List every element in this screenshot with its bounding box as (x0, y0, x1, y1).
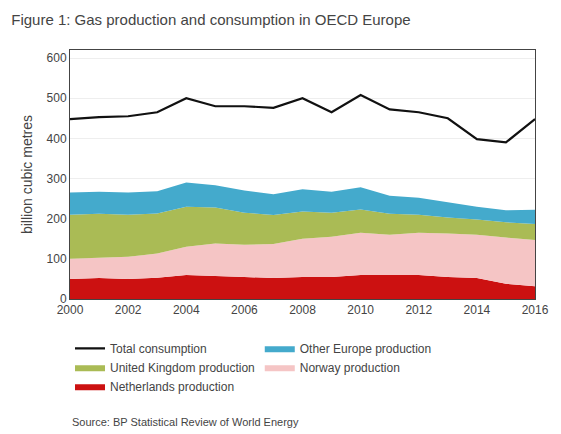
svg-text:100: 100 (47, 252, 67, 266)
svg-text:Source: BP Statistical Review: Source: BP Statistical Review of World E… (72, 416, 299, 428)
svg-text:Total consumption: Total consumption (110, 342, 207, 356)
svg-text:2006: 2006 (231, 303, 258, 317)
svg-text:400: 400 (47, 132, 67, 146)
svg-text:0: 0 (60, 292, 67, 306)
svg-text:Netherlands production: Netherlands production (110, 380, 234, 394)
svg-text:Other Europe production: Other Europe production (300, 342, 431, 356)
svg-text:600: 600 (47, 51, 67, 65)
svg-text:300: 300 (47, 172, 67, 186)
svg-text:2012: 2012 (405, 303, 432, 317)
svg-text:2004: 2004 (173, 303, 200, 317)
svg-text:500: 500 (47, 91, 67, 105)
svg-text:2008: 2008 (289, 303, 316, 317)
svg-text:2000: 2000 (57, 303, 84, 317)
svg-text:billion cubic metres: billion cubic metres (19, 115, 35, 234)
svg-text:United Kingdom production: United Kingdom production (110, 361, 255, 375)
svg-text:200: 200 (47, 212, 67, 226)
svg-text:Norway production: Norway production (300, 361, 400, 375)
svg-text:2010: 2010 (347, 303, 374, 317)
svg-text:2016: 2016 (522, 303, 549, 317)
svg-text:Figure 1: Gas production and c: Figure 1: Gas production and consumption… (11, 11, 410, 28)
svg-text:2014: 2014 (464, 303, 491, 317)
svg-text:2002: 2002 (115, 303, 142, 317)
